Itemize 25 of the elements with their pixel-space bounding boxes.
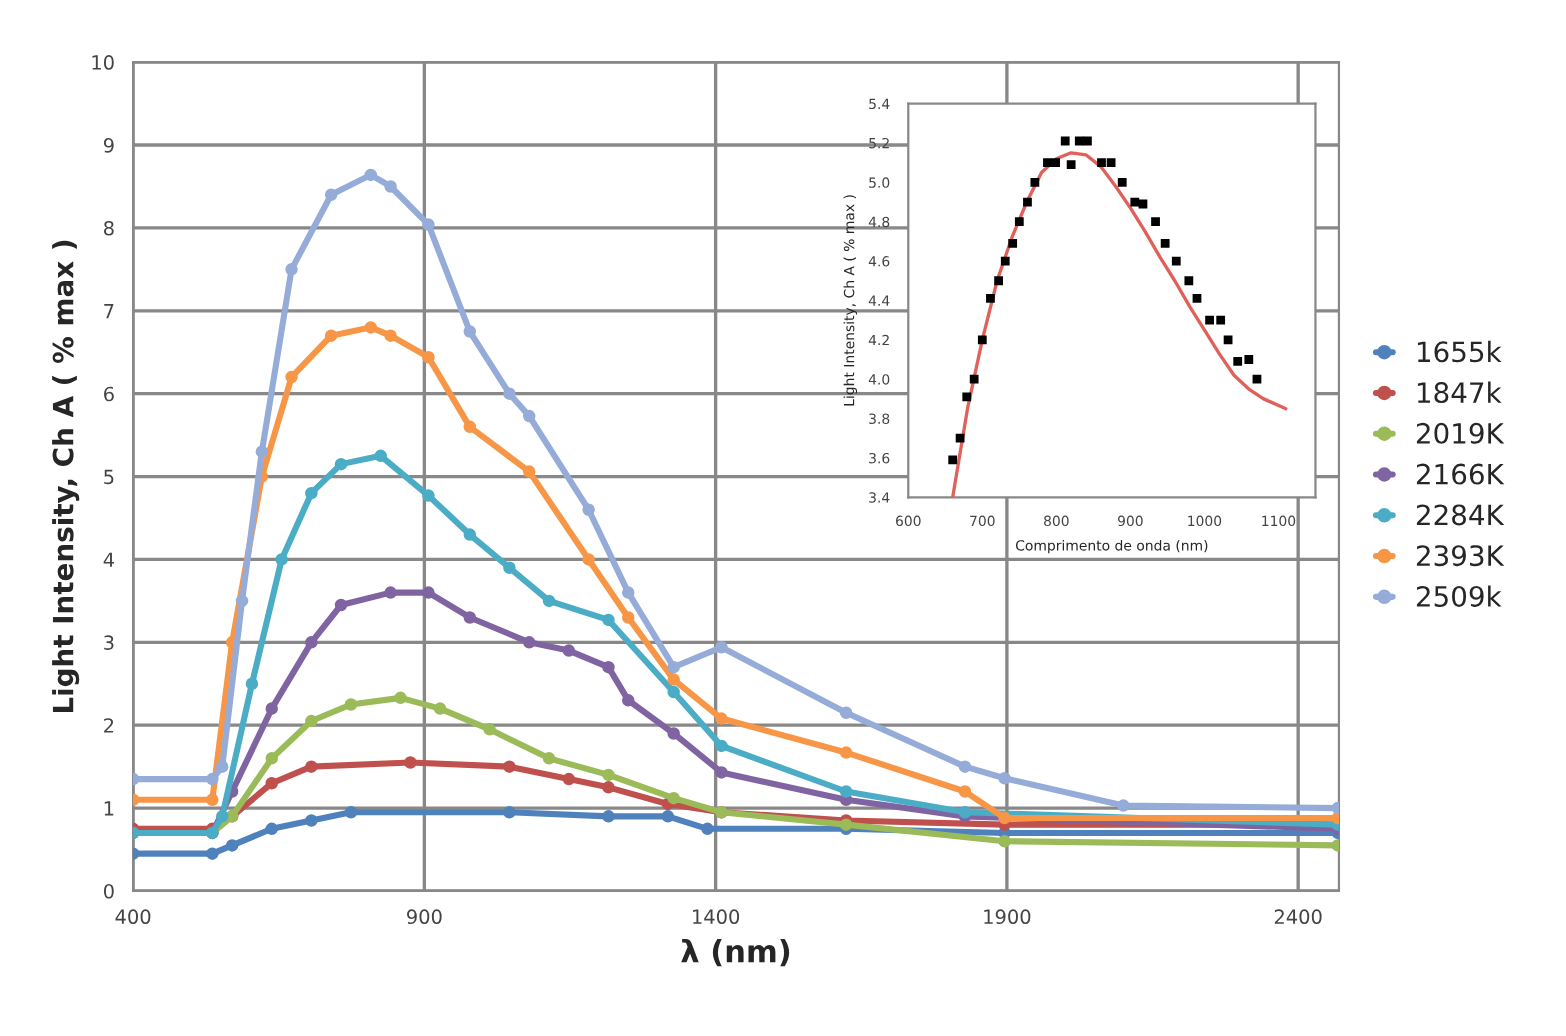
x-axis-title: λ (nm)	[681, 938, 790, 967]
legend-label: 1847k	[1417, 381, 1502, 404]
legend-label: 2019K	[1416, 422, 1505, 444]
y-tick-label: 1	[104, 801, 114, 816]
legend-label: 2393K	[1416, 545, 1505, 567]
y-tick-label: 10	[92, 55, 114, 70]
x-tick-label: 2400	[1274, 909, 1322, 925]
legend-label: 1655k	[1417, 340, 1502, 363]
legend-label: 2509k	[1416, 585, 1502, 607]
y-tick-label: 7	[104, 304, 114, 319]
y-tick-label: 5	[104, 469, 114, 485]
y-tick-label: 8	[104, 220, 114, 236]
y-axis-title: Light Intensity, Ch A ( % max )	[52, 240, 80, 713]
y-tick-label: 9	[103, 138, 114, 153]
y-tick-label: 0	[103, 883, 114, 899]
x-tick-label: 900	[407, 909, 442, 925]
y-tick-label: 3	[104, 635, 114, 650]
y-tick-label: 6	[104, 386, 114, 402]
legend-label: 2284K	[1416, 504, 1505, 526]
legend-label: 2166K	[1416, 463, 1505, 485]
y-tick-label: 4	[103, 552, 114, 567]
x-tick-label: 1900	[984, 909, 1031, 925]
x-tick-label: 1400	[693, 909, 740, 925]
x-tick-label: 400	[115, 909, 151, 925]
y-tick-label: 2	[104, 718, 114, 733]
